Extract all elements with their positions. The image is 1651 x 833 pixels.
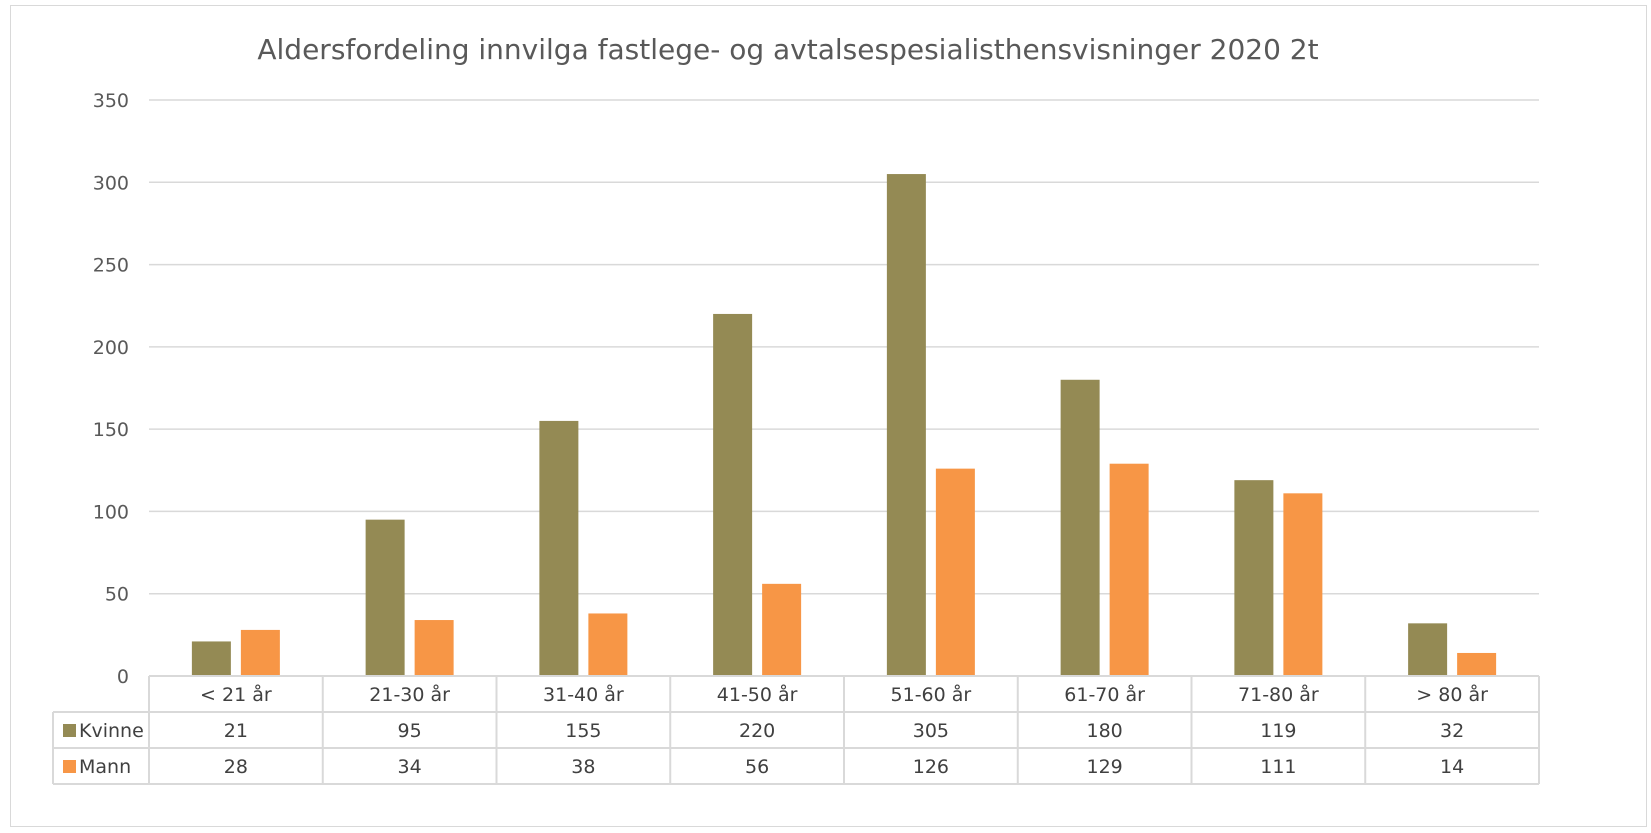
data-label-mann-7: 14 [1440,756,1464,778]
y-tick-label: 150 [93,419,129,441]
bar-mann-0 [240,629,280,676]
bar-mann-3 [762,583,802,676]
data-label-kvinne-5: 180 [1086,720,1122,742]
y-tick-label: 300 [93,172,129,194]
data-label-kvinne-4: 305 [913,720,949,742]
x-tick-label: 61-70 år [1064,683,1145,706]
bar-kvinne-0 [191,641,231,676]
data-label-kvinne-6: 119 [1260,720,1296,742]
x-tick-label: 51-60 år [891,683,972,706]
bar-mann-5 [1109,463,1149,676]
bar-kvinne-2 [539,420,579,676]
chart-frame: Aldersfordeling innvilga fastlege- og av… [10,5,1647,827]
bar-mann-7 [1457,652,1497,676]
y-tick-label: 350 [93,90,129,112]
data-label-mann-3: 56 [745,756,769,778]
legend-key-kvinne [63,724,76,737]
data-label-mann-4: 126 [913,756,949,778]
bar-kvinne-1 [365,519,405,676]
data-label-kvinne-2: 155 [565,720,601,742]
legend-key-mann [63,760,76,773]
y-tick-label: 0 [117,666,129,688]
bar-mann-1 [414,620,454,676]
x-tick-label: 31-40 år [543,683,624,706]
data-label-kvinne-0: 21 [224,720,248,742]
data-label-mann-5: 129 [1086,756,1122,778]
x-tick-label: 41-50 år [717,683,798,706]
bar-kvinne-4 [886,174,926,677]
y-tick-label: 50 [105,584,129,606]
data-label-mann-2: 38 [571,756,595,778]
y-axis-ticks: 0 50 100 150 200 250 300 350 [93,90,129,688]
legend-label-mann: Mann [79,756,131,778]
bar-kvinne-7 [1408,623,1448,676]
bar-kvinne-3 [713,313,753,676]
bar-kvinne-6 [1234,480,1274,676]
legend-label-kvinne: Kvinne [79,720,144,742]
bar-chart: Aldersfordeling innvilga fastlege- og av… [52,33,1540,785]
x-tick-label: < 21 år [200,683,272,706]
data-label-mann-0: 28 [224,756,248,778]
bar-mann-6 [1283,493,1323,676]
bar-kvinne-5 [1060,379,1100,676]
data-label-mann-1: 34 [398,756,422,778]
x-tick-label: 21-30 år [369,683,450,706]
gridlines [149,99,1539,595]
x-tick-label: 71-80 år [1238,683,1319,706]
bars [191,174,1497,677]
y-tick-label: 250 [93,255,129,277]
bar-mann-4 [935,468,975,676]
data-label-kvinne-3: 220 [739,720,775,742]
chart-title: Aldersfordeling innvilga fastlege- og av… [257,33,1318,66]
bar-mann-2 [588,613,628,676]
data-label-kvinne-7: 32 [1440,720,1464,742]
y-tick-label: 200 [93,337,129,359]
x-tick-label: > 80 år [1416,683,1488,706]
data-label-kvinne-1: 95 [398,720,422,742]
data-label-mann-6: 111 [1260,756,1296,778]
y-tick-label: 100 [93,501,129,523]
data-table: < 21 år 21-30 år 31-40 år 41-50 år 51-60 år 6… [52,675,1540,785]
